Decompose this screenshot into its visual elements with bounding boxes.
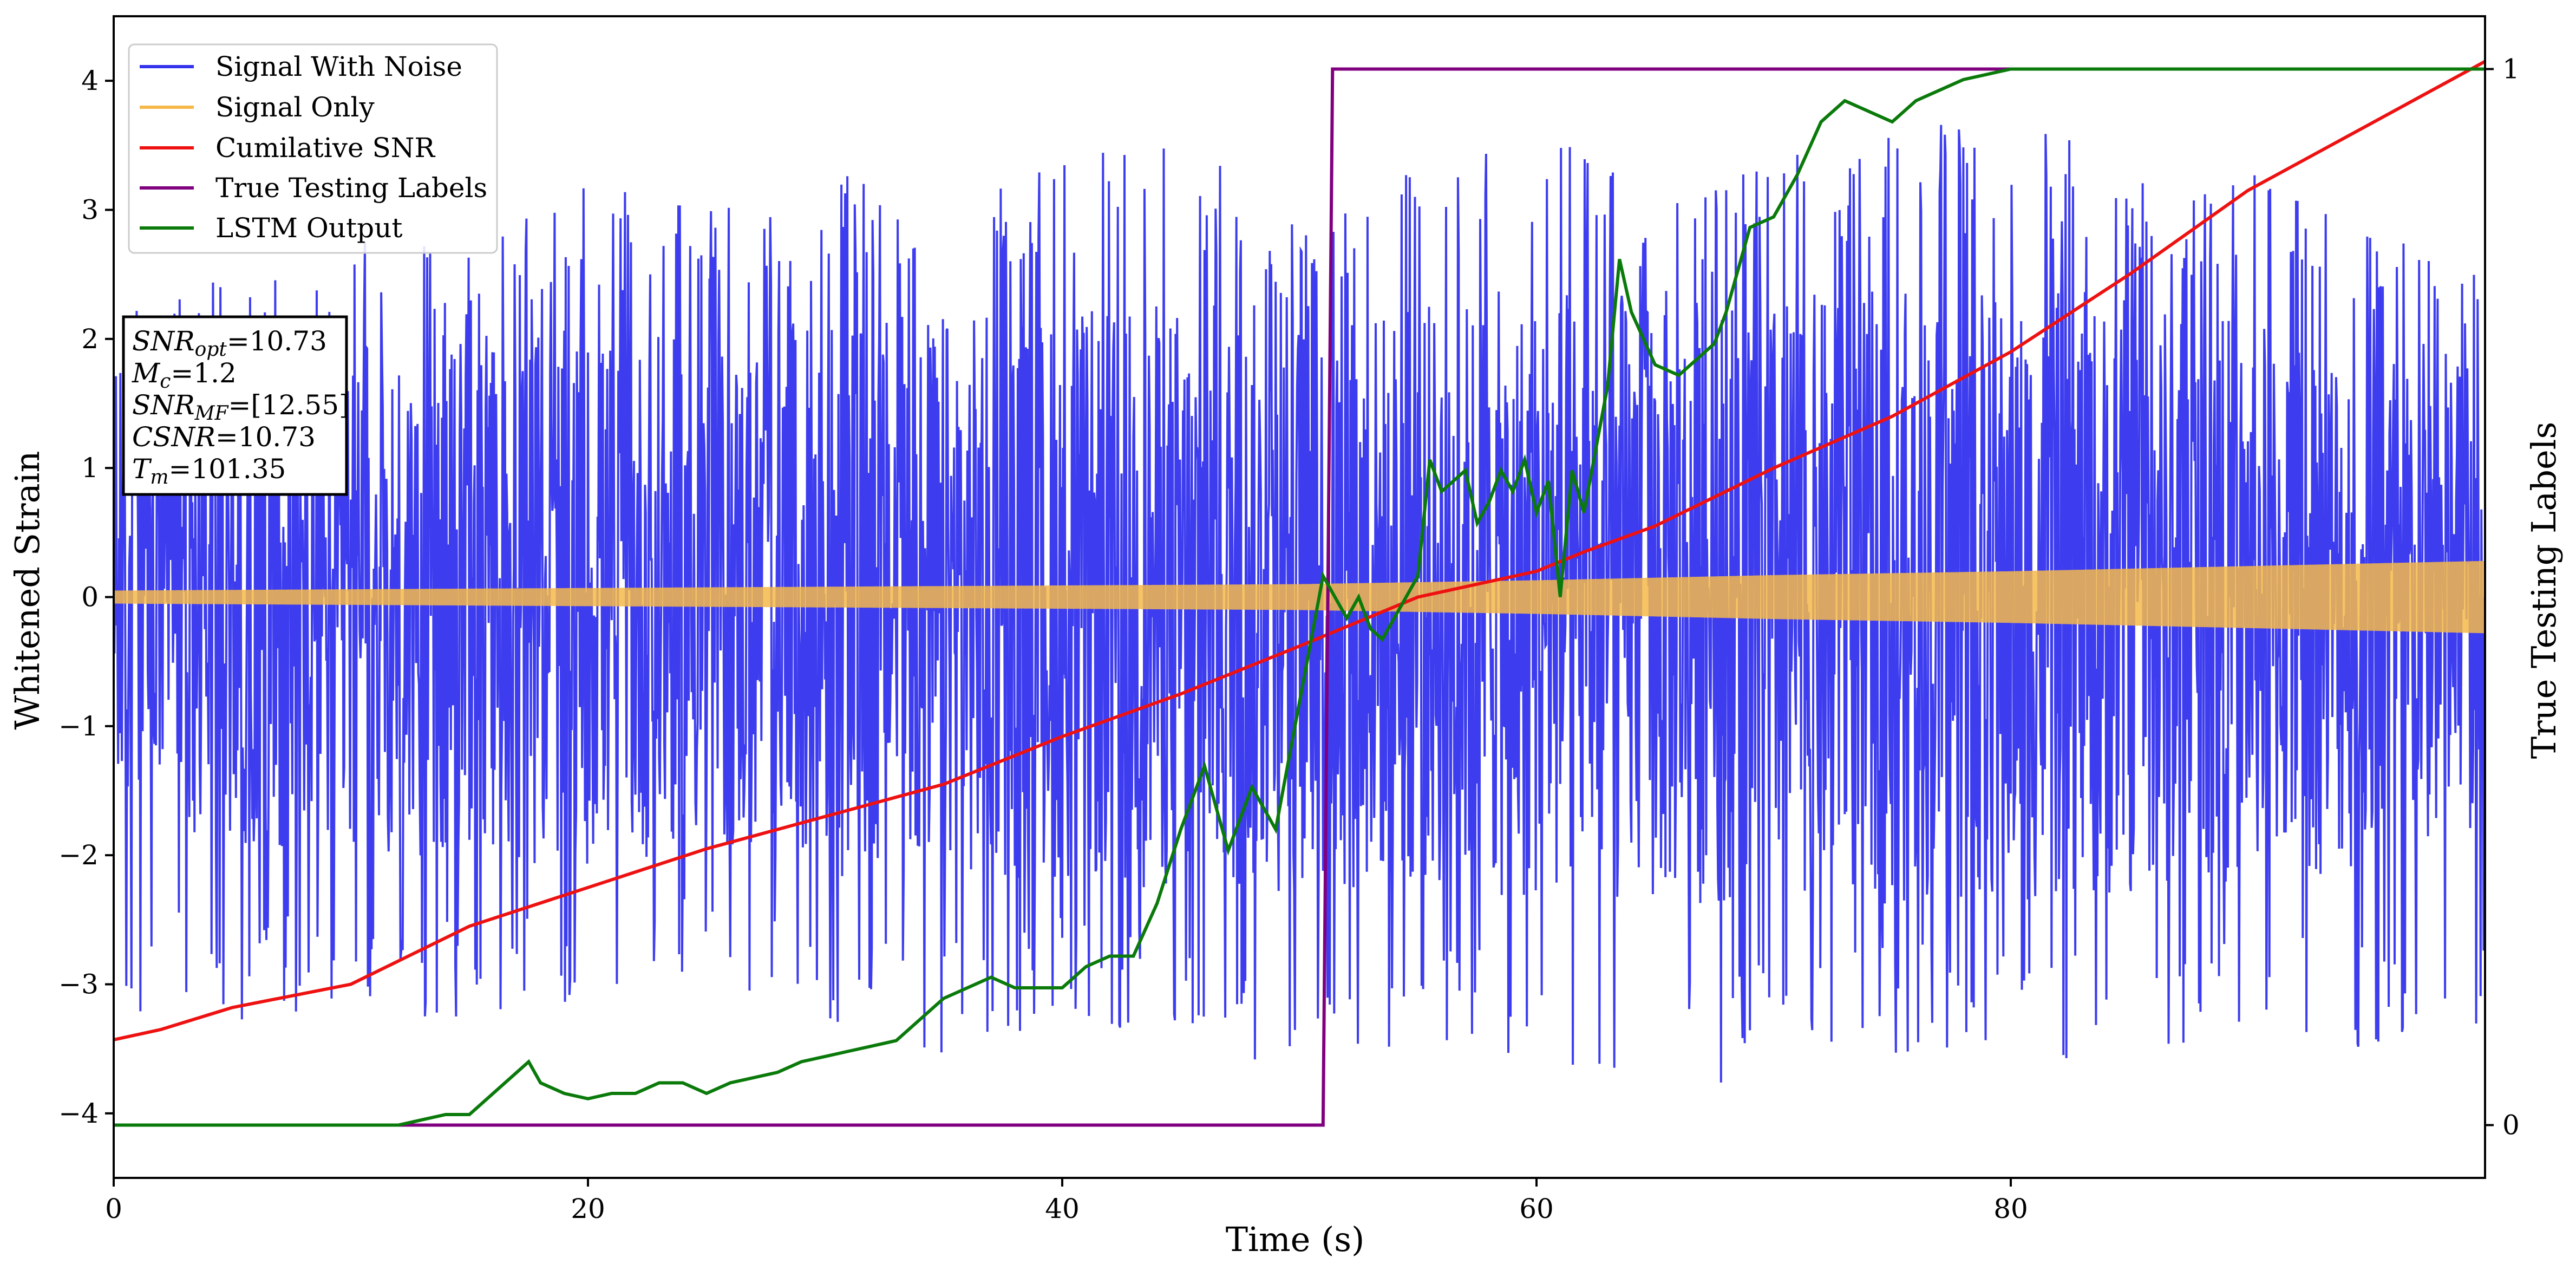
legend-entry-signal-with-noise: Signal With Noise	[140, 51, 462, 82]
legend: Signal With Noise Signal Only Cumilative…	[128, 43, 498, 254]
legend-label: Cumilative SNR	[215, 132, 435, 164]
series-true-testing-labels	[114, 67, 2485, 1127]
legend-frame	[128, 43, 498, 254]
annotation-frame	[122, 315, 348, 496]
y-axis-label-right: True Testing Labels	[2524, 422, 2564, 759]
series-cumilative-snr	[114, 60, 2485, 1041]
plot-area	[114, 60, 2485, 1127]
y-left-tick-label: −3	[58, 969, 99, 1000]
legend-label: Signal Only	[215, 92, 375, 123]
x-tick-label: 40	[1045, 1193, 1080, 1224]
annotation-value: =[12.55]	[228, 389, 350, 421]
legend-entry-lstm-output: LSTM Output	[140, 212, 402, 244]
y-axis-label-left: Whitened Strain	[8, 451, 47, 730]
legend-label: True Testing Labels	[215, 172, 487, 204]
annotation-sub: c	[160, 370, 171, 393]
x-tick-label: 80	[1993, 1193, 2028, 1224]
y-left-tick-label: 4	[81, 65, 99, 96]
y-left-tick-label: 1	[81, 452, 99, 484]
annotation-name: M	[132, 357, 161, 389]
annotation-sub: MF	[194, 402, 230, 425]
annotation-name: SNR	[132, 325, 195, 357]
annotation-value: =1.2	[171, 357, 236, 389]
legend-entry-true-testing-labels: True Testing Labels	[140, 172, 487, 204]
annotation-value: =10.73	[215, 421, 316, 453]
annotation-name: SNR	[132, 389, 195, 421]
annotation-line-snr-opt: SNRopt=10.73	[132, 325, 327, 361]
y-right-tick-label: 1	[2502, 54, 2520, 85]
legend-entry-signal-only: Signal Only	[140, 92, 375, 123]
x-tick-label: 20	[571, 1193, 605, 1224]
annotation-value: =10.73	[227, 325, 327, 357]
annotation-line-mc: Mc=1.2	[132, 357, 237, 393]
series-signal-with-noise	[114, 125, 2485, 1083]
y-left-tick-label: −4	[58, 1098, 99, 1129]
series-lstm-output	[114, 67, 2485, 1127]
series-signal-only	[114, 561, 2485, 634]
x-tick-label: 0	[105, 1193, 122, 1224]
y-left-tick-label: 2	[81, 323, 99, 355]
y-left-tick-label: −1	[58, 711, 99, 742]
x-tick-label: 60	[1519, 1193, 1554, 1224]
y-left-tick-label: 0	[81, 582, 99, 613]
annotation-value: =101.35	[169, 453, 286, 485]
y-left-tick-label: 3	[81, 194, 99, 226]
annotation-sub: opt	[195, 338, 227, 361]
y-left-tick-label: −2	[58, 839, 99, 871]
legend-label: LSTM Output	[215, 212, 402, 244]
legend-entry-cumilative-snr: Cumilative SNR	[140, 132, 435, 164]
annotation-name: T	[132, 453, 152, 485]
annotation-line-csnr: CSNR=10.73	[132, 421, 316, 453]
x-axis-label: Time (s)	[1226, 1220, 1365, 1259]
annotation-sub: m	[150, 466, 168, 488]
annotation-name: CSNR	[132, 421, 215, 453]
annotation-line-tm: Tm=101.35	[132, 453, 286, 488]
legend-label: Signal With Noise	[215, 51, 462, 82]
annotation-line-snr-mf: SNRMF=[12.55]	[132, 389, 350, 425]
y-right-tick-label: 0	[2502, 1110, 2520, 1141]
annotation-box: SNRopt=10.73 Mc=1.2 SNRMF=[12.55] CSNR=1…	[122, 315, 350, 496]
